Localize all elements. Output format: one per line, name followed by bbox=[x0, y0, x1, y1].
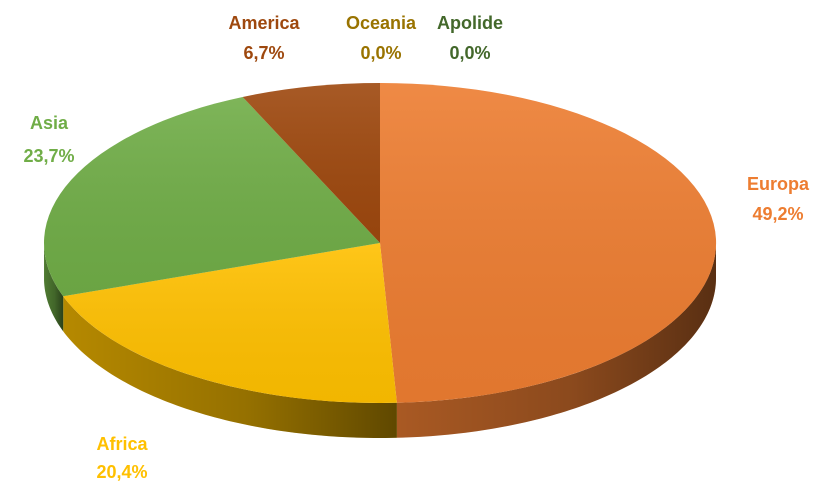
pie-side-shade-asia bbox=[44, 245, 64, 332]
pie-slice-shade-europa bbox=[380, 82, 717, 403]
pie-side-shade-africa bbox=[63, 296, 397, 438]
pie-top-layer bbox=[44, 82, 717, 404]
pie-side-shade-europa bbox=[396, 243, 716, 438]
pie-slice-shade-africa bbox=[63, 243, 397, 404]
pie-slice-shade-america bbox=[242, 83, 380, 243]
label-name-europa: Europa bbox=[747, 174, 810, 194]
pie-label-layer: Europa 49,2% Africa 20,4% Asia 23,7% America 6,… bbox=[23, 13, 810, 482]
label-name-asia: Asia bbox=[30, 113, 69, 133]
label-value-asia: 23,7% bbox=[23, 146, 74, 166]
label-value-america: 6,7% bbox=[243, 43, 284, 63]
label-name-america: America bbox=[228, 13, 300, 33]
label-value-oceania: 0,0% bbox=[360, 43, 401, 63]
label-name-apolide: Apolide bbox=[437, 13, 503, 33]
label-value-africa: 20,4% bbox=[96, 462, 147, 482]
label-name-africa: Africa bbox=[96, 434, 148, 454]
label-value-apolide: 0,0% bbox=[449, 43, 490, 63]
pie-side-layer bbox=[44, 243, 716, 438]
label-name-oceania: Oceania bbox=[346, 13, 417, 33]
pie-slice-shade-asia bbox=[44, 96, 381, 297]
label-value-europa: 49,2% bbox=[752, 204, 803, 224]
